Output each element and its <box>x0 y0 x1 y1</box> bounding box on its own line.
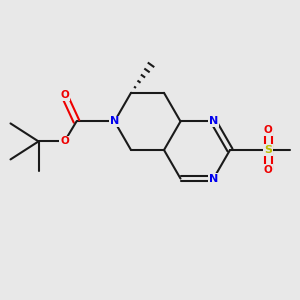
Text: O: O <box>60 90 69 100</box>
Text: N: N <box>209 116 218 126</box>
Text: N: N <box>209 174 218 184</box>
Text: N: N <box>110 116 119 126</box>
Text: O: O <box>264 125 272 135</box>
Text: O: O <box>60 136 69 146</box>
Text: S: S <box>264 145 272 155</box>
Text: O: O <box>264 165 272 175</box>
